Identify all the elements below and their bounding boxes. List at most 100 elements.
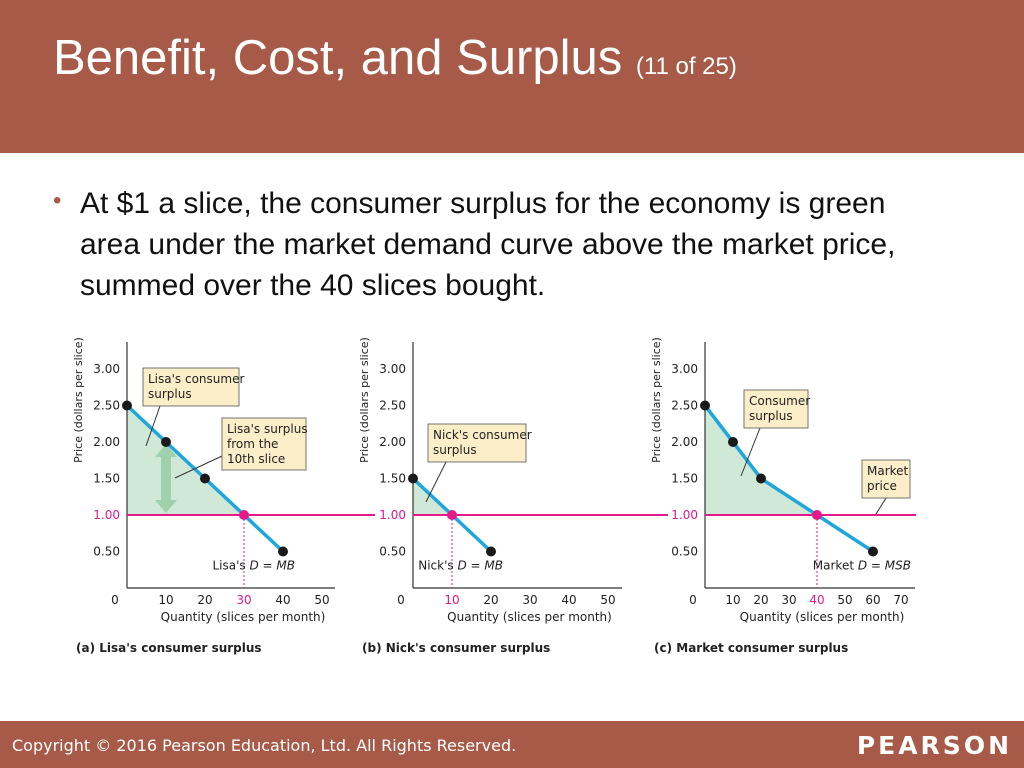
- y-axis-label: Price (dollars per slice): [358, 337, 371, 463]
- slide-header: Benefit, Cost, and Surplus (11 of 25): [0, 0, 1024, 153]
- consumer-surplus-figure: 0.50 1.00 1.50 2.00 2.50 3.00 0 10 20 30 40 50 Quant…: [0, 330, 1024, 670]
- demand-curve-label-a: Lisa's D = MB: [212, 559, 295, 573]
- curve-label-formula: D = MB: [457, 559, 503, 573]
- x-axis-label: Quantity (slices per month): [161, 610, 326, 624]
- callout-leader: [425, 461, 447, 503]
- callout-text: Nick's consumer: [433, 428, 532, 442]
- y-tick-label: 0.50: [379, 545, 406, 559]
- x-tick-label: 10: [725, 593, 740, 607]
- x-tick-label: 60: [865, 593, 880, 607]
- bullet-dot-icon: •: [53, 187, 62, 214]
- y-tick-label: 1.00: [379, 508, 406, 522]
- demand-point: [756, 473, 766, 484]
- demand-curve-label-c: Market D = MSB: [813, 559, 911, 573]
- equilibrium-point-c: [812, 510, 822, 520]
- consumer-surplus-area-c: [705, 405, 817, 515]
- copyright-text: Copyright © 2016 Pearson Education, Ltd.…: [12, 736, 517, 755]
- x-tick-label: 10: [444, 593, 459, 607]
- y-tick-label: 2.00: [671, 435, 698, 449]
- callout-leader: [740, 427, 761, 477]
- callout-text: from the: [227, 437, 278, 451]
- callout-text: surplus: [433, 443, 477, 457]
- x-tick-label: 40: [809, 593, 824, 607]
- x-axis-label: Quantity (slices per month): [740, 610, 905, 624]
- callout-box: [743, 389, 809, 429]
- demand-point: [700, 400, 710, 411]
- y-tick-label: 1.00: [93, 508, 120, 522]
- demand-point: [278, 546, 288, 557]
- x-tick-label: 50: [314, 593, 329, 607]
- surplus-10th-slice-arrow-icon: [155, 444, 177, 513]
- panel-caption-c: (c) Market consumer surplus: [654, 641, 848, 655]
- figure-svg: 0.50 1.00 1.50 2.00 2.50 3.00 0 10 20 30 40 50 Quant…: [72, 337, 916, 655]
- x-tick-label: 10: [158, 593, 173, 607]
- x-tick-label: 0: [397, 593, 405, 607]
- callout-text: Consumer: [749, 394, 810, 408]
- demand-curve-label-b: Nick's D = MB: [418, 559, 503, 573]
- y-tick-label: 1.50: [671, 472, 698, 486]
- slide-title-text: Benefit, Cost, and Surplus: [53, 31, 623, 85]
- callout-text: price: [867, 479, 897, 493]
- callout-box: [142, 367, 240, 407]
- demand-point: [161, 437, 171, 447]
- x-tick-label: 50: [600, 593, 615, 607]
- callout-leader: [145, 405, 161, 447]
- panel-caption-b: (b) Nick's consumer surplus: [362, 641, 550, 655]
- y-tick-label: 1.00: [671, 508, 698, 522]
- x-tick-label: 30: [236, 593, 251, 607]
- bullet-text: At $1 a slice, the consumer surplus for …: [80, 187, 896, 302]
- y-tick-label: 2.50: [671, 399, 698, 413]
- y-tick-label: 1.50: [93, 472, 120, 486]
- y-tick-label: 1.50: [379, 472, 406, 486]
- x-tick-label: 30: [522, 593, 537, 607]
- slide-counter: (11 of 25): [635, 53, 737, 80]
- callout-text: 10th slice: [227, 452, 285, 466]
- demand-point: [408, 473, 418, 484]
- callout-text: surplus: [749, 409, 793, 423]
- equilibrium-point-b: [447, 510, 457, 520]
- demand-point: [486, 546, 496, 557]
- demand-point: [728, 437, 738, 447]
- demand-point: [868, 546, 878, 557]
- callout-leader: [875, 497, 887, 515]
- x-tick-label: 20: [197, 593, 212, 607]
- callout-box: [221, 417, 307, 471]
- y-tick-label: 2.00: [379, 435, 406, 449]
- x-tick-label: 40: [275, 593, 290, 607]
- x-tick-label: 20: [483, 593, 498, 607]
- x-tick-label: 20: [753, 593, 768, 607]
- pearson-logo: PEARSON: [856, 731, 1012, 760]
- curve-label-formula: D = MB: [249, 559, 295, 573]
- callout-box: [427, 423, 527, 463]
- x-tick-label: 50: [837, 593, 852, 607]
- slide-footer: Copyright © 2016 Pearson Education, Ltd.…: [0, 721, 1024, 768]
- demand-point: [200, 473, 210, 484]
- callout-text: Market: [867, 464, 909, 478]
- curve-label-name: Nick's: [418, 559, 457, 573]
- callout-leader: [174, 455, 223, 479]
- curve-label-formula: D = MSB: [858, 559, 911, 573]
- y-tick-label: 2.50: [379, 399, 406, 413]
- y-axis-label: Price (dollars per slice): [650, 337, 663, 463]
- y-tick-label: 2.00: [93, 435, 120, 449]
- x-tick-label: 0: [111, 593, 119, 607]
- slide-title: Benefit, Cost, and Surplus (11 of 25): [53, 30, 737, 86]
- curve-label-name: Market: [813, 559, 858, 573]
- x-tick-label: 30: [781, 593, 796, 607]
- y-tick-label: 3.00: [379, 362, 406, 376]
- x-tick-label: 40: [561, 593, 576, 607]
- curve-label-name: Lisa's: [212, 559, 249, 573]
- y-tick-label: 2.50: [93, 399, 120, 413]
- x-tick-label: 0: [689, 593, 697, 607]
- y-tick-label: 3.00: [671, 362, 698, 376]
- demand-point: [122, 400, 132, 411]
- x-axis-label: Quantity (slices per month): [447, 610, 612, 624]
- callout-box: [861, 459, 911, 499]
- y-tick-label: 0.50: [93, 545, 120, 559]
- x-tick-label: 70: [893, 593, 908, 607]
- callout-text: Lisa's surplus: [227, 422, 308, 436]
- callout-text: surplus: [148, 387, 192, 401]
- panel-caption-a: (a) Lisa's consumer surplus: [76, 641, 262, 655]
- y-tick-label: 0.50: [671, 545, 698, 559]
- y-axis-label: Price (dollars per slice): [72, 337, 85, 463]
